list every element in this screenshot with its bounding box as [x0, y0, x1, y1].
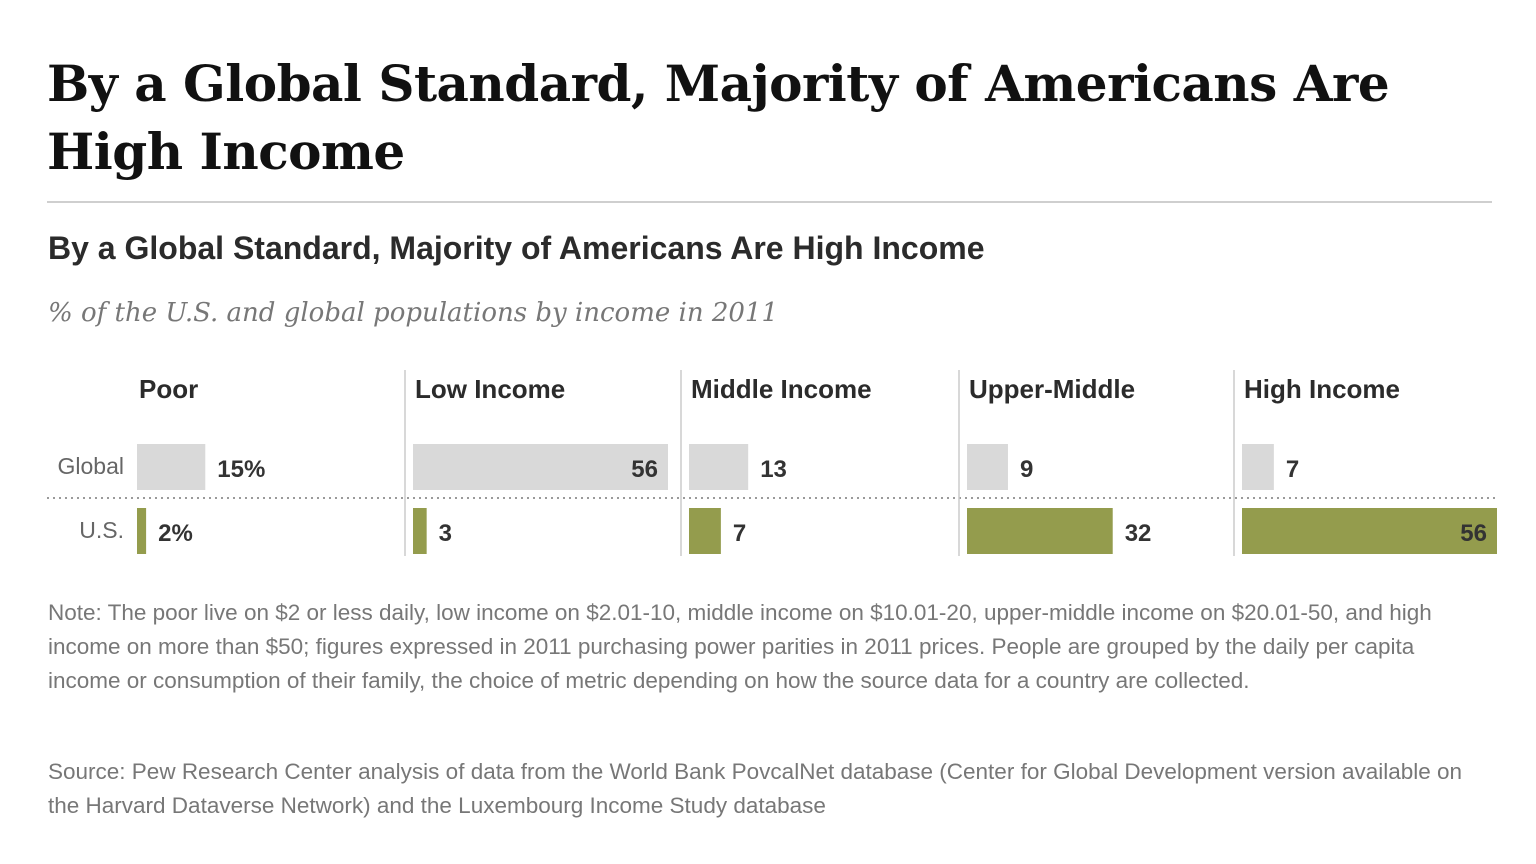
bar-global-4 — [1242, 444, 1274, 490]
data-label: 56 — [1460, 520, 1487, 547]
bar-us-3 — [967, 508, 1113, 554]
data-label: 13 — [760, 456, 787, 483]
data-label: 32 — [1125, 520, 1152, 547]
bar-global-1 — [413, 444, 668, 490]
data-label: 7 — [1286, 456, 1299, 483]
bar-global-2 — [689, 444, 749, 490]
category-header: Poor — [139, 374, 198, 404]
bar-us-4 — [1242, 508, 1497, 554]
bar-us-2 — [689, 508, 721, 554]
data-label: 3 — [439, 520, 452, 547]
income-bar-chart: Global U.S. Poor Low Income Middle Income Upp… — [47, 370, 1497, 556]
category-header: Middle Income — [691, 374, 872, 404]
row-label: Global — [58, 453, 124, 479]
chart-title: By a Global Standard, Majority of Americ… — [48, 230, 985, 266]
category-header: Upper-Middle — [969, 374, 1135, 404]
row-label: U.S. — [79, 517, 124, 543]
data-label: 15% — [217, 456, 265, 483]
title-divider — [47, 201, 1492, 203]
data-label: 56 — [631, 456, 658, 483]
bar-global-0 — [137, 444, 206, 490]
chart-note: Note: The poor live on $2 or less daily,… — [48, 600, 1432, 693]
data-label: 9 — [1020, 456, 1033, 483]
bar-global-3 — [967, 444, 1008, 490]
chart-subtitle: % of the U.S. and global populations by … — [48, 298, 778, 328]
bar-us-1 — [413, 508, 427, 554]
data-label: 7 — [733, 520, 746, 547]
bar-us-0 — [137, 508, 147, 554]
data-label: 2% — [158, 520, 193, 547]
category-header: Low Income — [415, 374, 565, 404]
chart-source: Source: Pew Research Center analysis of … — [48, 759, 1463, 818]
page-title: By a Global Standard, Majority of Americ… — [47, 54, 1390, 181]
category-header: High Income — [1244, 374, 1400, 404]
